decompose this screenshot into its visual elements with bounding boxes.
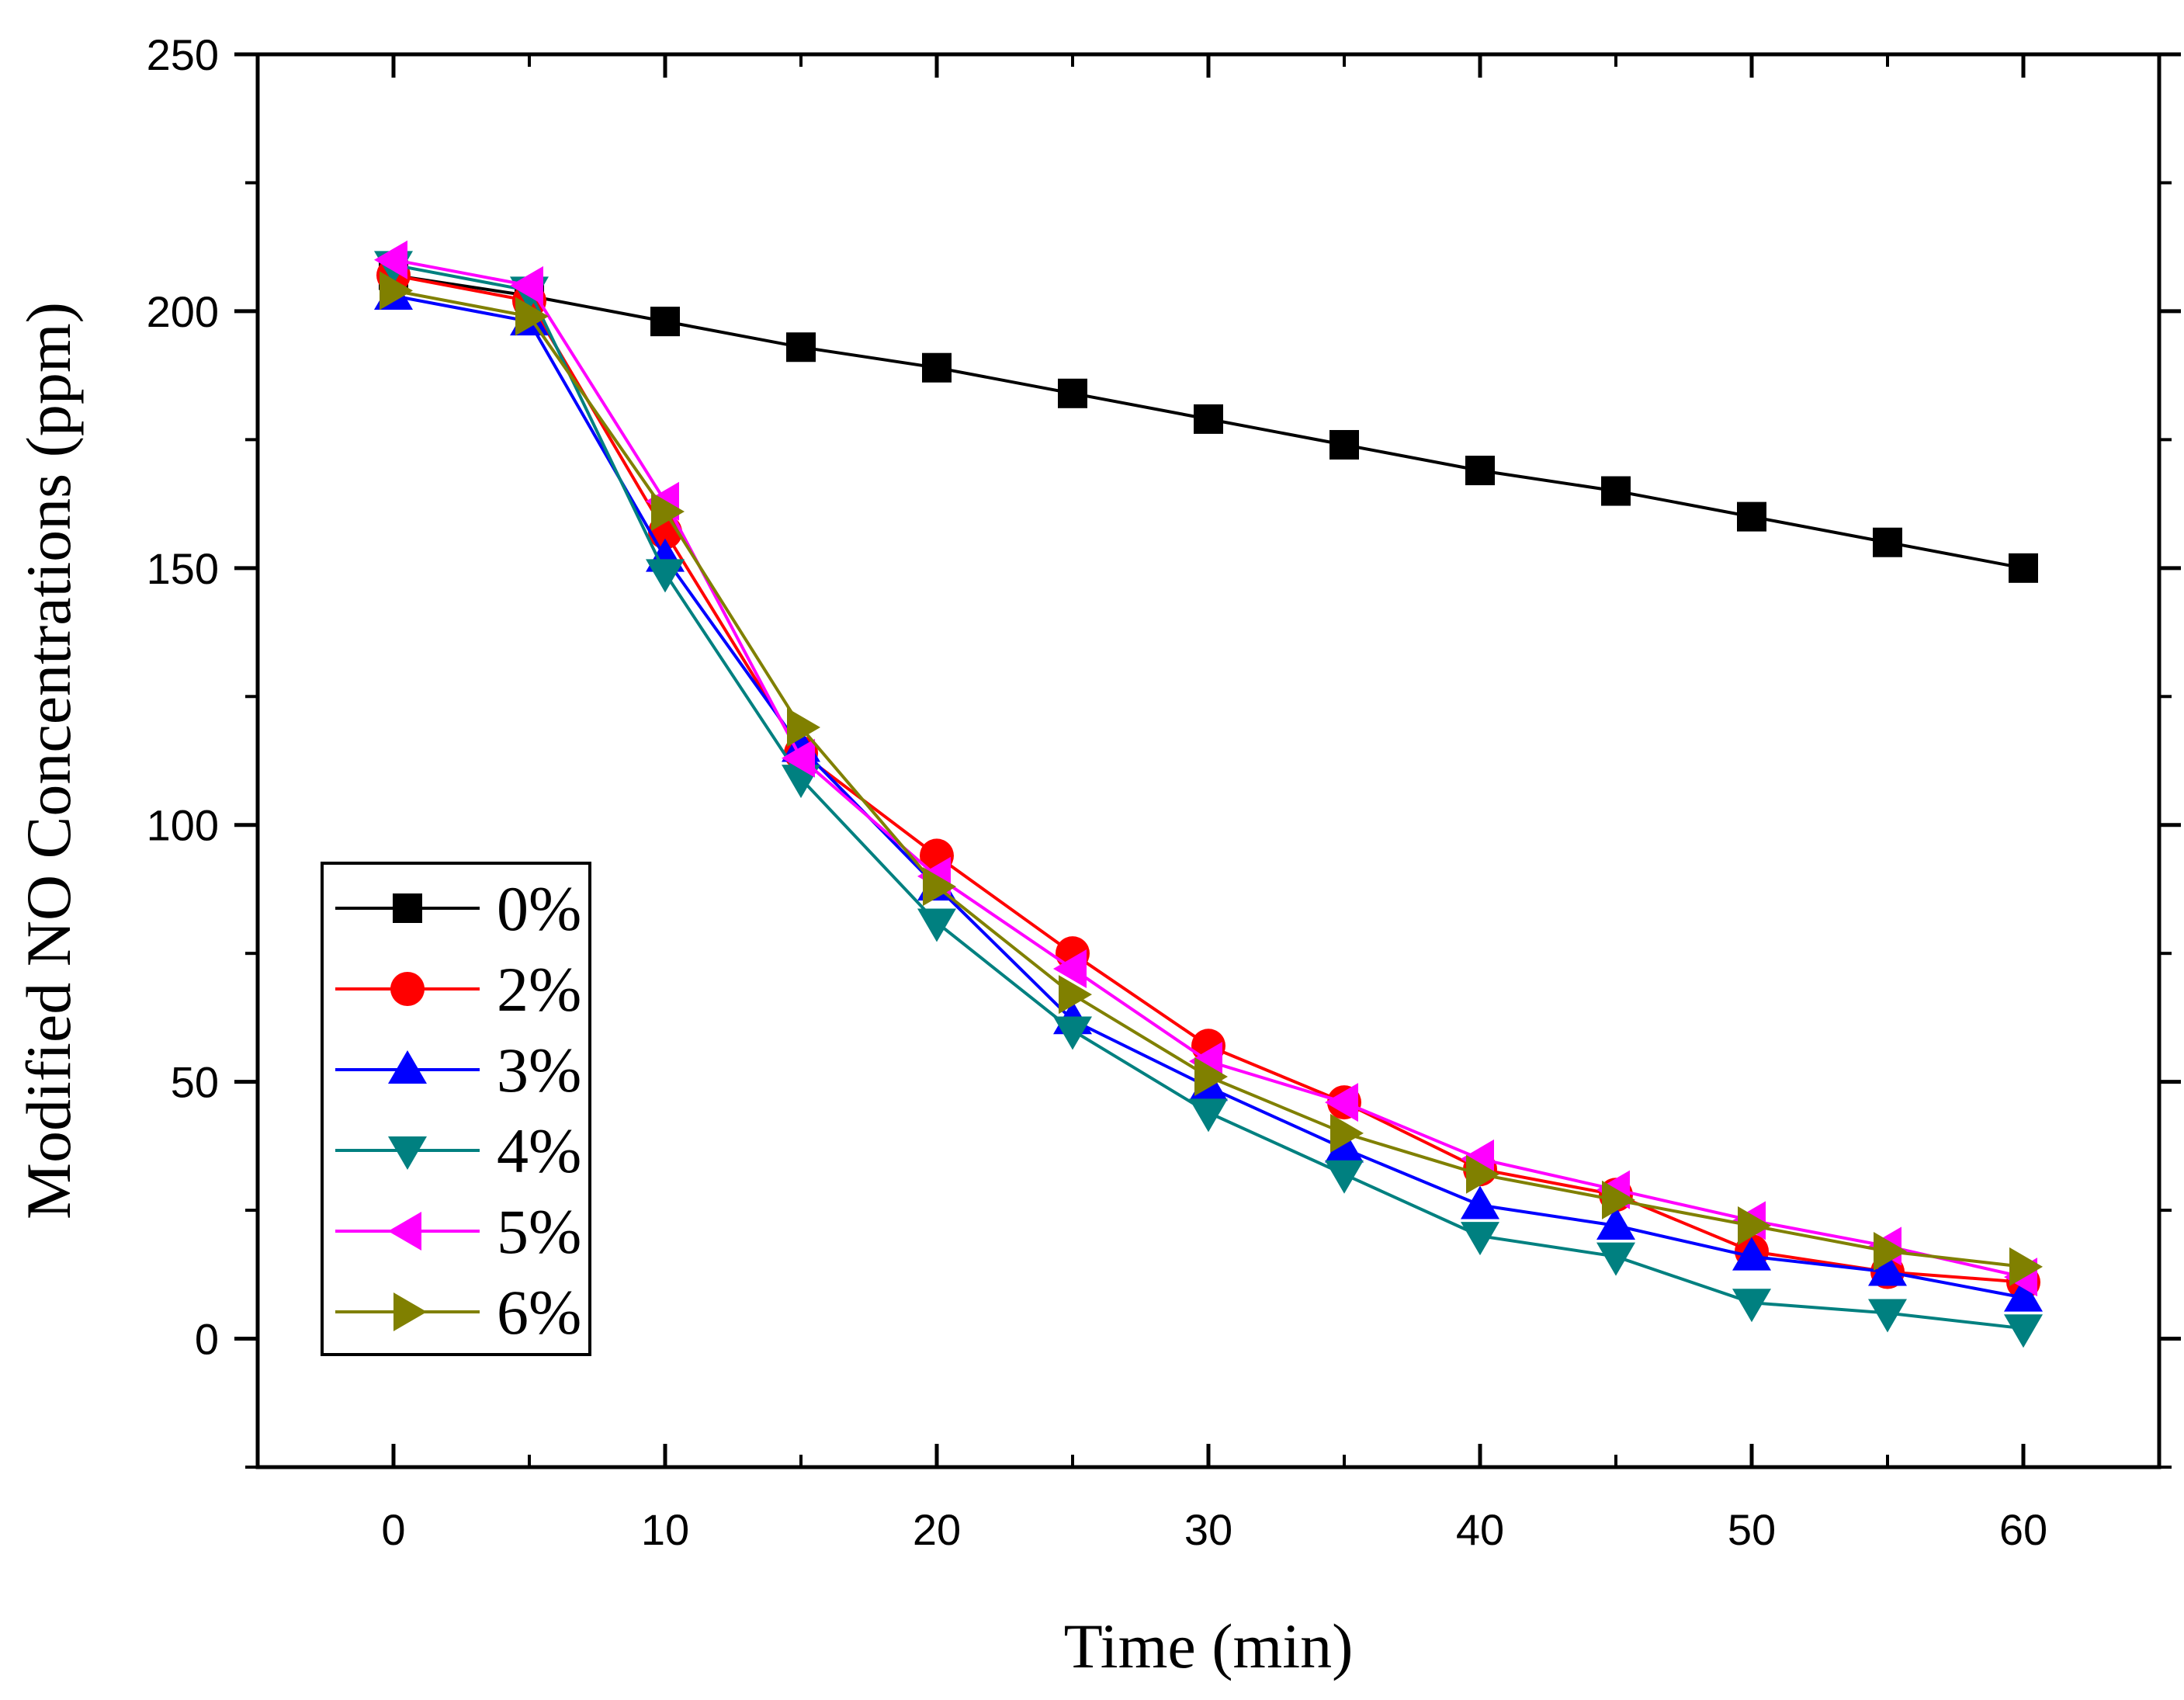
data-point <box>646 559 685 593</box>
data-point <box>1325 1083 1358 1122</box>
ticks: 0 10 20 30 40 50 60 0 50 100 150 200 250 <box>147 30 2181 1554</box>
series-0% <box>379 260 2038 583</box>
data-point <box>1461 1185 1499 1219</box>
data-point <box>651 492 685 532</box>
y-tick-label: 0 <box>195 1315 219 1364</box>
legend-label: 0% <box>497 873 581 944</box>
x-tick-label: 20 <box>913 1505 961 1554</box>
x-axis-title: Time (min) <box>1064 1611 1354 1681</box>
legend-item: 3% <box>335 1035 581 1105</box>
data-point <box>515 297 549 336</box>
data-point <box>1466 1154 1499 1194</box>
data-point <box>2009 553 2038 583</box>
x-tick-label: 40 <box>1456 1505 1504 1554</box>
data-point <box>782 738 815 778</box>
data-point <box>1325 1129 1364 1163</box>
legend: 0% 2% 3% 4% 5% 6% <box>321 862 591 1356</box>
data-point <box>1325 1160 1364 1194</box>
data-point <box>922 352 952 383</box>
data-point <box>510 265 543 305</box>
data-point <box>650 307 680 337</box>
data-point <box>1329 429 1359 460</box>
data-point <box>1059 975 1092 1015</box>
y-axis-title: Modified NO Concentrations (ppm) <box>13 302 84 1219</box>
data-point <box>1330 1113 1364 1153</box>
data-point <box>1868 1299 1907 1333</box>
data-point <box>388 1136 427 1170</box>
data-point <box>1189 1098 1228 1133</box>
data-point <box>388 1212 421 1251</box>
data-point <box>1868 1252 1907 1286</box>
data-point <box>923 867 956 907</box>
data-point <box>1738 1206 1771 1245</box>
data-point <box>1874 1232 1907 1272</box>
legend-item: 2% <box>335 954 581 1025</box>
series-5% <box>374 240 2037 1297</box>
data-point <box>2009 1247 2043 1286</box>
data-point <box>380 271 413 311</box>
data-point <box>2004 1278 2043 1312</box>
data-point <box>1461 1222 1499 1256</box>
data-point <box>1602 1180 1635 1219</box>
legend-label: 4% <box>497 1115 581 1186</box>
data-point <box>1601 476 1631 506</box>
series <box>374 240 2043 1348</box>
data-point <box>1058 378 1087 408</box>
legend-item: 5% <box>335 1196 581 1267</box>
data-point <box>1053 949 1087 989</box>
data-point <box>2004 1314 2043 1348</box>
data-point <box>1194 1057 1228 1097</box>
data-point <box>1596 1242 1635 1276</box>
legend-box <box>321 862 591 1356</box>
legend-label: 2% <box>497 954 581 1025</box>
data-point <box>1194 404 1223 434</box>
x-tick-label: 50 <box>1728 1505 1776 1554</box>
data-point <box>786 332 816 363</box>
legend-item: 0% <box>335 873 581 944</box>
data-point <box>787 707 820 747</box>
data-point <box>1737 501 1766 532</box>
series-6% <box>380 271 2043 1286</box>
series-line <box>393 294 2024 1299</box>
data-point <box>1465 456 1495 486</box>
data-point <box>1732 1237 1771 1271</box>
x-tick-label: 30 <box>1184 1505 1232 1554</box>
legend-label: 6% <box>497 1277 581 1348</box>
data-point <box>1732 1289 1771 1323</box>
data-point <box>917 908 956 942</box>
data-point <box>393 893 422 923</box>
data-point <box>1053 1016 1092 1050</box>
y-tick-label: 100 <box>147 801 219 850</box>
x-tick-label: 10 <box>641 1505 689 1554</box>
data-point <box>1873 527 1902 557</box>
x-tick-label: 0 <box>381 1505 405 1554</box>
data-point <box>393 1292 427 1331</box>
legend-label: 3% <box>497 1035 581 1105</box>
data-point <box>390 972 425 1006</box>
y-tick-label: 200 <box>147 287 219 336</box>
y-tick-label: 150 <box>147 544 219 593</box>
y-tick-label: 250 <box>147 30 219 79</box>
data-point <box>374 240 407 279</box>
data-point <box>388 1050 427 1084</box>
data-point <box>1596 1206 1635 1240</box>
legend-item: 4% <box>335 1115 581 1186</box>
y-tick-label: 50 <box>171 1058 219 1107</box>
x-tick-label: 60 <box>1999 1505 2047 1554</box>
legend-label: 5% <box>497 1196 581 1267</box>
legend-item: 6% <box>335 1277 581 1348</box>
